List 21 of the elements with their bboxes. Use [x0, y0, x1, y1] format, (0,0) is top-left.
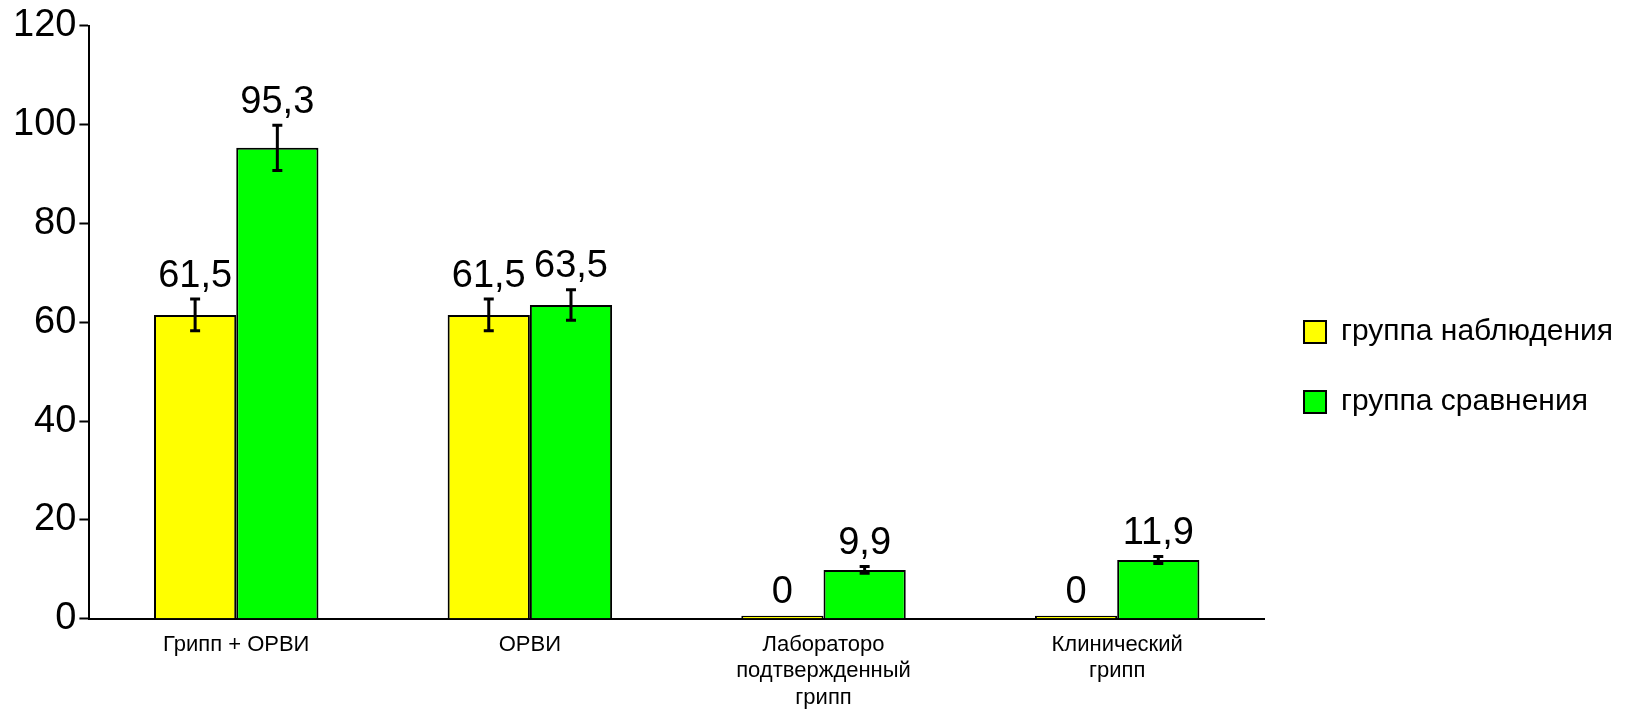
- data-label: 61,5: [451, 252, 526, 295]
- y-tick-label: 80: [34, 199, 77, 242]
- data-label: 0: [771, 569, 793, 612]
- y-tick-label: 120: [13, 2, 77, 45]
- x-tick-label: Клинический грипп: [1051, 631, 1183, 683]
- y-tick-label: 40: [34, 397, 77, 440]
- data-label: 11,9: [1122, 510, 1194, 553]
- data-label: 0: [1065, 569, 1087, 612]
- x-tick-label: Лабораторо подтвержденный грипп: [736, 631, 911, 709]
- y-tick-label: 20: [34, 496, 77, 539]
- data-label: 61,5: [158, 252, 233, 295]
- y-tick-label: 0: [55, 595, 77, 638]
- data-label: 9,9: [838, 519, 892, 562]
- x-tick-label: Грипп + ОРВИ: [163, 631, 310, 657]
- x-tick-label: ОРВИ: [498, 631, 562, 657]
- y-tick-label: 60: [34, 298, 77, 341]
- data-label: 95,3: [240, 78, 315, 121]
- y-tick-label: 100: [13, 101, 77, 144]
- data-label: 63,5: [534, 243, 608, 286]
- legend-label: группа сравнения: [1341, 383, 1588, 417]
- legend-label: группа наблюдения: [1341, 313, 1614, 347]
